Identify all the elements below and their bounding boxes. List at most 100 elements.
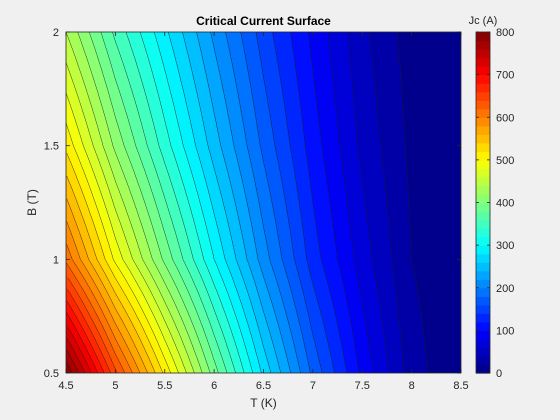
contour-line bbox=[66, 262, 126, 373]
contour-line bbox=[139, 32, 245, 373]
colorbar-tick-label: 100 bbox=[496, 325, 514, 337]
contour-line bbox=[182, 32, 272, 373]
contour-line bbox=[66, 198, 148, 373]
colorbar-segment bbox=[476, 74, 490, 84]
colorbar-segment bbox=[476, 57, 490, 67]
colorbar-segment bbox=[476, 253, 490, 263]
plot-area bbox=[65, 31, 462, 374]
colorbar-segment bbox=[476, 304, 490, 314]
colorbar-segment bbox=[476, 185, 490, 195]
contour-line bbox=[327, 32, 374, 373]
colorbar-tick-label: 400 bbox=[496, 198, 514, 210]
y-tick-label: 1 bbox=[53, 254, 59, 266]
contour-line bbox=[66, 122, 171, 373]
x-tick-label: 5.5 bbox=[157, 380, 172, 392]
x-tick-label: 6.5 bbox=[256, 380, 271, 392]
colorbar-tick-label: 600 bbox=[496, 112, 514, 124]
colorbar-segment bbox=[476, 270, 490, 280]
contour-line bbox=[255, 32, 323, 373]
colorbar-tick-label: 0 bbox=[496, 368, 502, 380]
colorbar-segment bbox=[476, 125, 490, 135]
colorbar-segment bbox=[476, 159, 490, 169]
colorbar-segment bbox=[476, 245, 490, 255]
colorbar-segment bbox=[476, 32, 490, 42]
y-axis-label: B (T) bbox=[25, 189, 39, 216]
colorbar-segment bbox=[476, 108, 490, 118]
colorbar-segment bbox=[476, 40, 490, 50]
contour-line bbox=[369, 32, 405, 373]
contour-line bbox=[66, 312, 99, 373]
contour-line bbox=[153, 32, 254, 373]
contour-line bbox=[66, 62, 187, 373]
contour-line bbox=[67, 327, 92, 373]
colorbar-segment bbox=[476, 100, 490, 110]
contour-line bbox=[67, 338, 86, 373]
contour-line bbox=[100, 32, 219, 373]
colorbar-segment bbox=[476, 117, 490, 127]
contour-line bbox=[77, 32, 203, 373]
colorbar-segment bbox=[476, 176, 490, 187]
colorbar-segment bbox=[476, 49, 490, 59]
colorbar-segment bbox=[476, 228, 490, 238]
contour-line bbox=[66, 221, 141, 373]
x-tick-label: 8.5 bbox=[453, 380, 468, 392]
contour-line bbox=[66, 32, 195, 373]
colorbar-segment bbox=[476, 66, 490, 76]
colorbar-segment bbox=[476, 168, 490, 178]
contour-line bbox=[66, 153, 164, 373]
contour-line bbox=[66, 92, 179, 373]
x-axis-label: T (K) bbox=[250, 396, 276, 410]
colorbar-segment bbox=[476, 355, 490, 366]
colorbar-segment bbox=[476, 91, 490, 101]
colorbar-segment bbox=[476, 279, 490, 289]
x-tick-label: 5 bbox=[112, 380, 118, 392]
contour-line bbox=[67, 289, 111, 373]
contour-line bbox=[66, 175, 156, 373]
colorbar-tick-label: 500 bbox=[496, 155, 514, 167]
colorbar-segment bbox=[476, 236, 490, 246]
colorbar-segment bbox=[476, 142, 490, 152]
contour-line bbox=[347, 32, 390, 373]
x-tick-label: 7.5 bbox=[355, 380, 370, 392]
contour-line bbox=[68, 278, 118, 373]
y-tick-label: 1.5 bbox=[44, 141, 59, 153]
y-axis: 0.5 1 1.5 2 bbox=[44, 27, 461, 380]
contour-line bbox=[308, 32, 360, 373]
contour-line bbox=[66, 244, 133, 373]
colorbar-segment bbox=[476, 202, 490, 212]
colorbar-segment bbox=[476, 151, 490, 161]
colorbar-tick-label: 800 bbox=[496, 27, 514, 39]
contour-line bbox=[225, 32, 301, 373]
colorbar-segment bbox=[476, 296, 490, 306]
x-tick-label: 4.5 bbox=[58, 380, 73, 392]
y-tick-label: 2 bbox=[53, 27, 59, 39]
contour-line bbox=[196, 32, 282, 373]
contour-lines bbox=[66, 32, 429, 373]
colorbar-segment bbox=[476, 211, 490, 221]
contour-line bbox=[290, 32, 348, 373]
colorbar-segment bbox=[476, 287, 490, 297]
colorbar-segment bbox=[476, 219, 490, 229]
contour-line bbox=[210, 32, 291, 373]
colorbar-segment bbox=[476, 330, 490, 340]
colorbar-segment bbox=[476, 338, 490, 349]
colorbar-segment bbox=[476, 193, 490, 204]
colorbar-segment bbox=[476, 313, 490, 323]
contour-line bbox=[168, 32, 262, 373]
contour-line bbox=[66, 350, 79, 373]
contour-line bbox=[88, 32, 211, 373]
colorbar-segment bbox=[476, 262, 490, 272]
colorbar-segment bbox=[476, 364, 490, 374]
contour-line bbox=[397, 32, 429, 373]
contour-line bbox=[272, 32, 335, 373]
colorbar-tick-label: 200 bbox=[496, 283, 514, 295]
colorbar-label: Jc (A) bbox=[469, 15, 498, 27]
contour-fill bbox=[66, 32, 461, 373]
colorbar-tick-label: 700 bbox=[496, 70, 514, 82]
contour-line bbox=[66, 361, 73, 373]
contour-line bbox=[240, 32, 311, 373]
colorbar-segment bbox=[476, 347, 490, 357]
colorbar-segment bbox=[476, 134, 490, 144]
contour-line bbox=[112, 32, 228, 373]
